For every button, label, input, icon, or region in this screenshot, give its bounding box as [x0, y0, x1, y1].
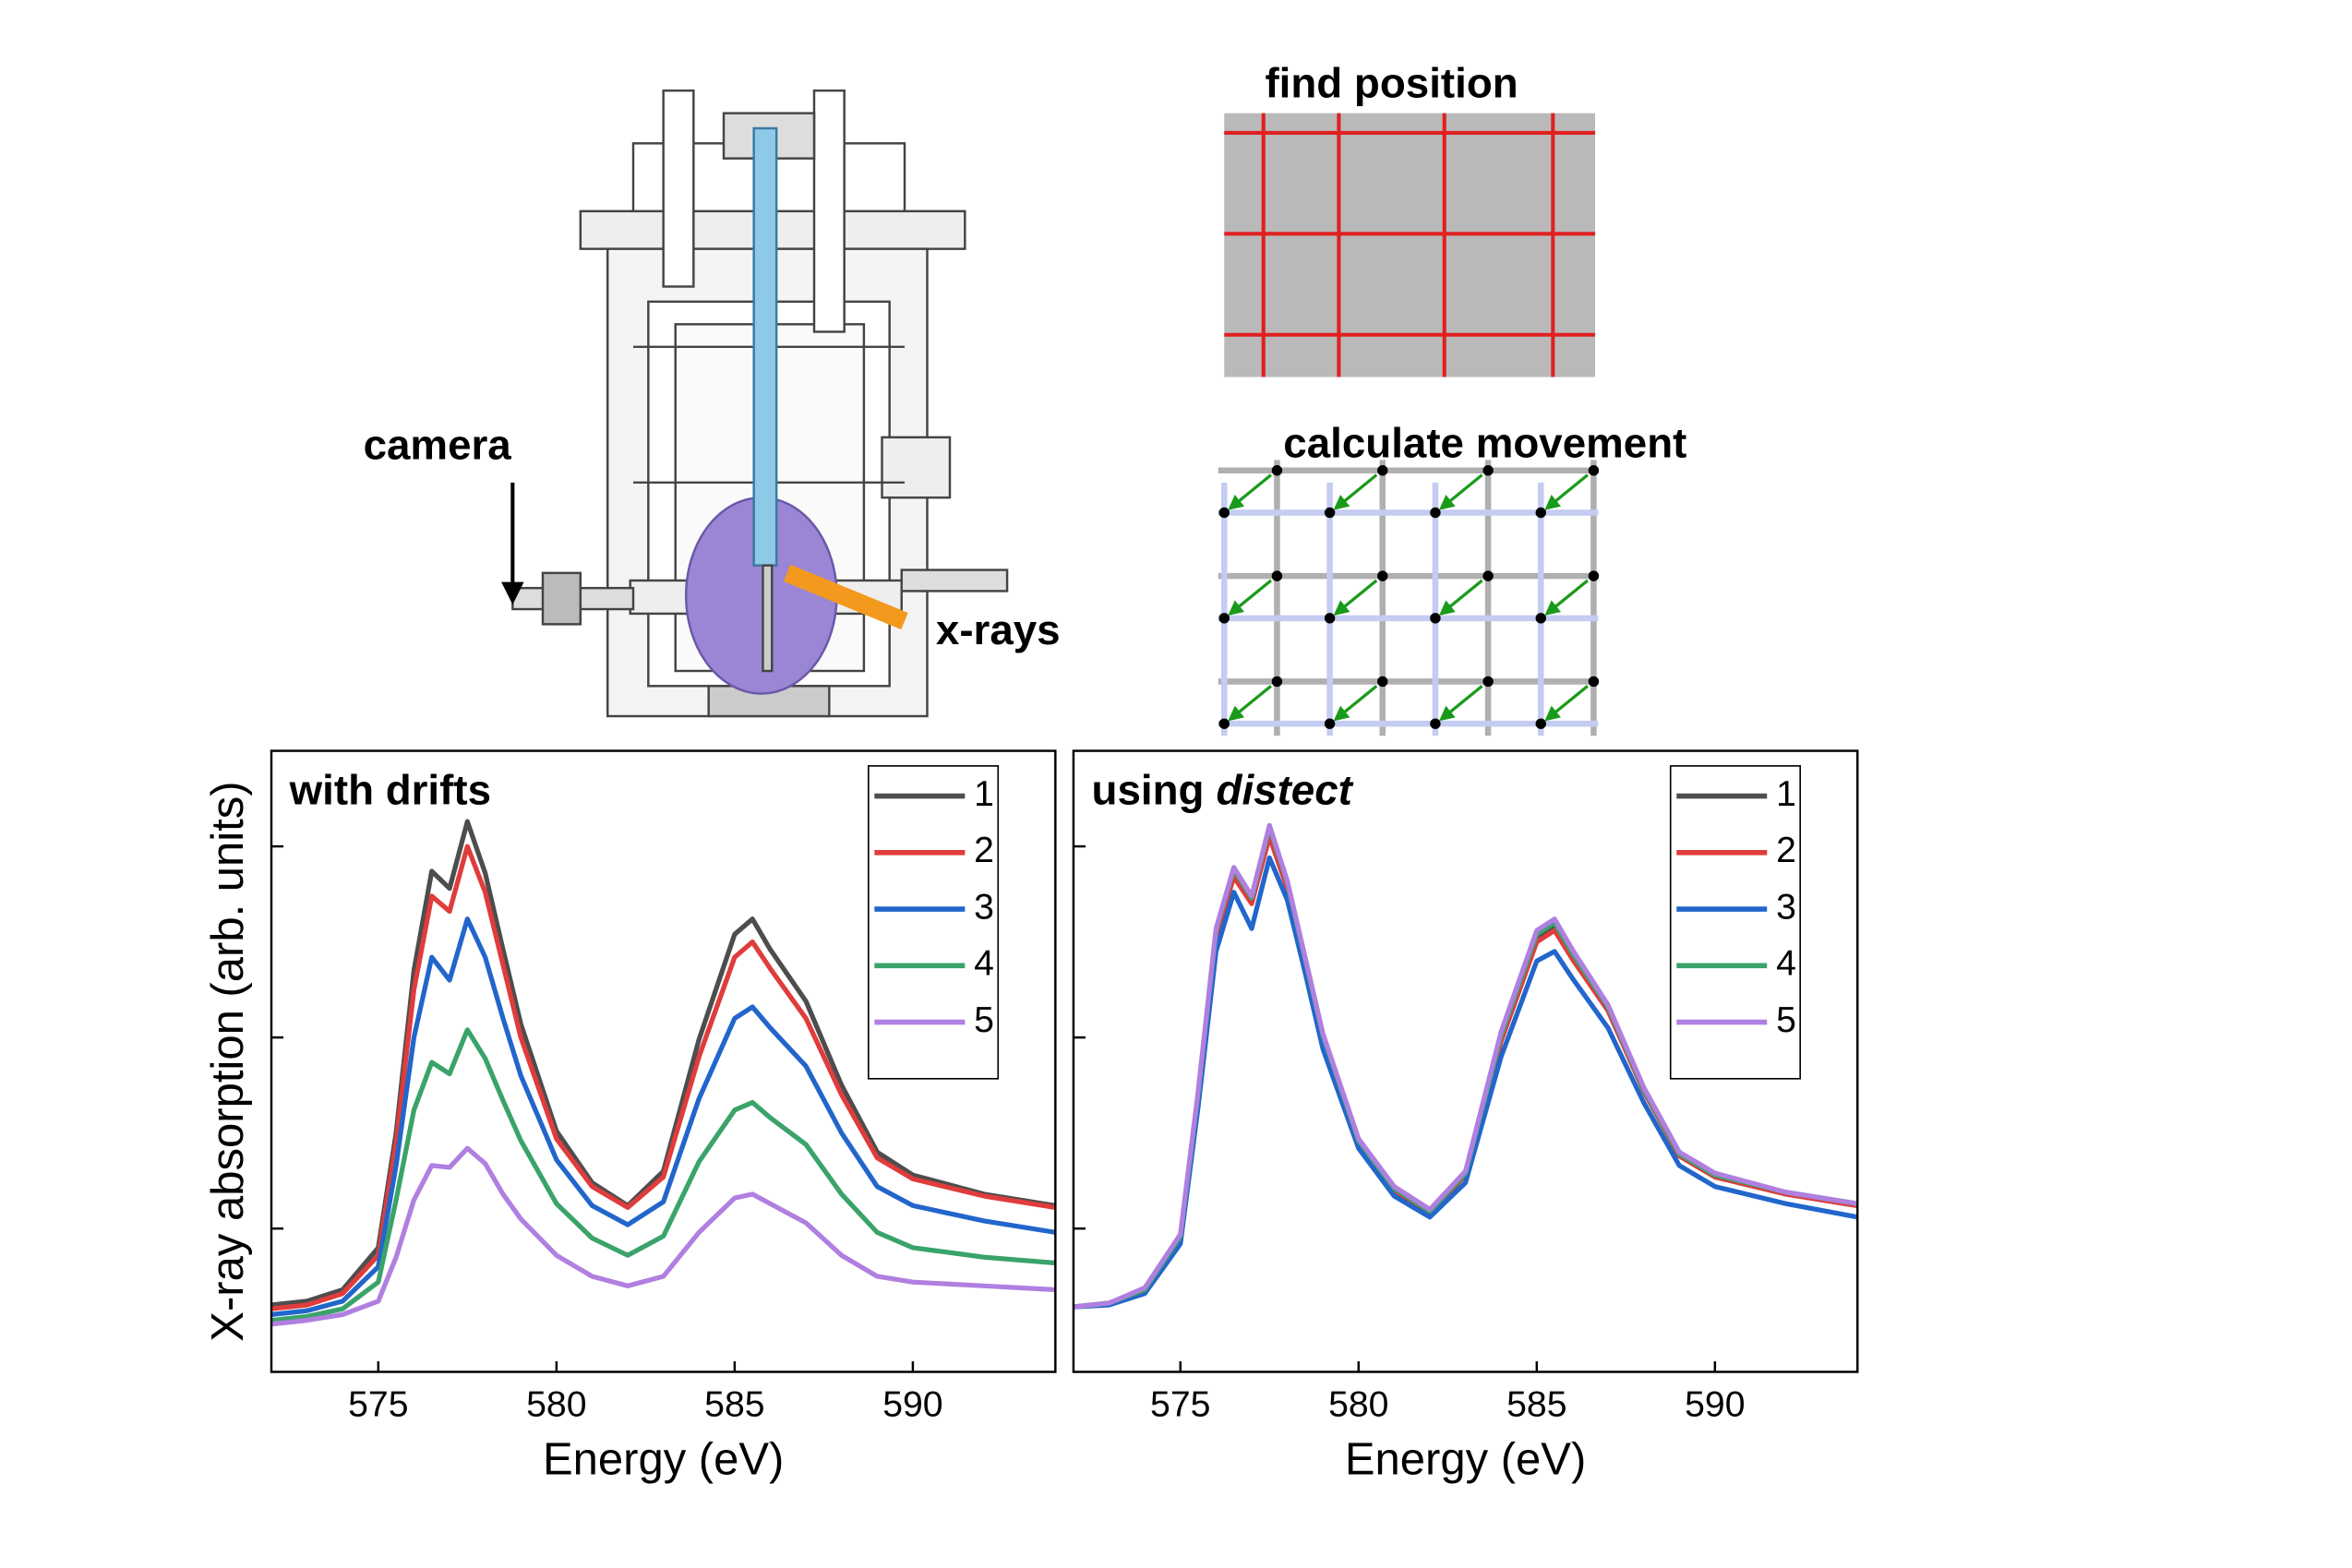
measured-grid — [1218, 482, 1599, 736]
x-tick-label: 585 — [1506, 1384, 1566, 1424]
title-text: with drifts — [289, 766, 491, 813]
chart-title: with drifts — [289, 766, 491, 813]
title-text: using — [1092, 766, 1205, 813]
legend-label: 5 — [974, 1000, 994, 1040]
x-tick-label: 585 — [704, 1384, 764, 1424]
x-tick-label: 580 — [1328, 1384, 1388, 1424]
x-tick-label: 575 — [1150, 1384, 1210, 1424]
camera-image — [1224, 113, 1596, 377]
legend-box — [1669, 765, 1802, 1080]
legend-label: 4 — [1776, 944, 1796, 984]
legend-label: 1 — [1776, 774, 1796, 814]
legend-label: 3 — [974, 887, 994, 927]
x-tick-label: 575 — [348, 1384, 408, 1424]
cryostat-drawing — [511, 89, 1009, 718]
plot-frame — [270, 749, 1057, 1373]
legend-label: 2 — [974, 831, 994, 870]
x-ray-label: x-rays — [936, 606, 1061, 653]
reference-grid — [1218, 460, 1599, 736]
series-line — [271, 1027, 1056, 1323]
charts: 575 580 585 590 Energy (eV) X-ray absorption … — [203, 749, 1859, 1484]
legend-label: 1 — [974, 774, 994, 814]
plot-frame — [1072, 749, 1859, 1373]
title-italic: distect — [1217, 766, 1354, 813]
find-position-title: find position — [1265, 59, 1518, 106]
camera-label: camera — [364, 421, 512, 468]
x-axis-label: Energy (eV) — [1345, 1434, 1586, 1484]
legend-label: 5 — [1776, 1000, 1796, 1040]
legend-label: 2 — [1776, 831, 1796, 870]
legend-label: 4 — [974, 944, 994, 984]
series-line — [1073, 822, 1858, 1310]
series-line — [271, 1145, 1056, 1327]
y-axis-label: X-ray absorption (arb. units) — [203, 781, 253, 1341]
legend-box — [867, 765, 1000, 1080]
legend-label: 3 — [1776, 887, 1796, 927]
series-line — [271, 916, 1056, 1317]
chart: 575 580 585 590 Energy (eV) X-ray absorption … — [203, 749, 1057, 1484]
movement-arrows — [1228, 473, 1589, 722]
grid-nodes — [1218, 465, 1600, 729]
x-tick-label: 590 — [1685, 1384, 1745, 1424]
calculate-movement-title: calculate movement — [1283, 420, 1686, 467]
chart-title: using distect — [1092, 766, 1354, 813]
series-line — [271, 844, 1056, 1311]
x-tick-label: 590 — [882, 1384, 942, 1424]
x-axis-label: Energy (eV) — [543, 1434, 784, 1484]
chart: 575 580 585 590 Energy (eV) using distect 1 2 3 4 5 — [1072, 749, 1859, 1484]
detected-grid — [1224, 113, 1596, 377]
x-ray-beam — [783, 564, 908, 630]
x-tick-label: 580 — [526, 1384, 586, 1424]
